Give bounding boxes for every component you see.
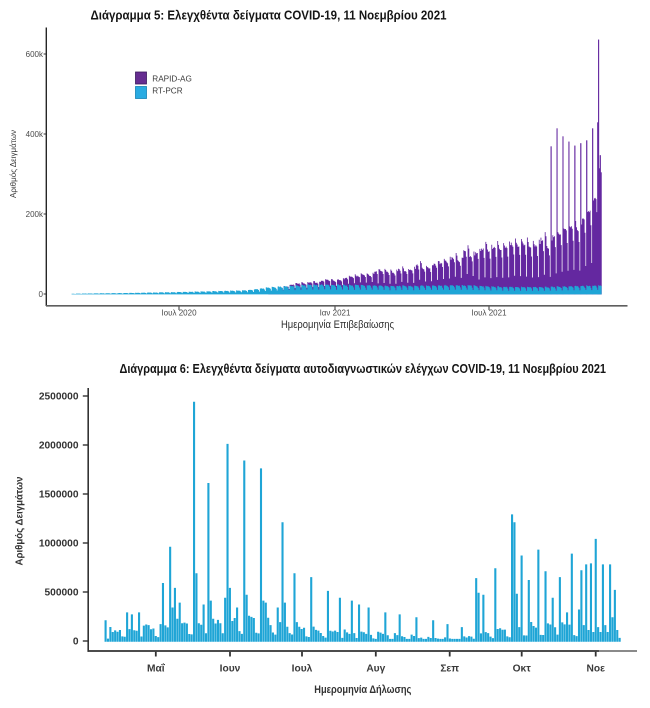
- svg-text:Διάγραμμα 6: Ελεγχθέντα δείγμα: Διάγραμμα 6: Ελεγχθέντα δείγματα αυτοδια…: [120, 361, 607, 376]
- svg-text:Ιουλ: Ιουλ: [292, 663, 313, 674]
- svg-text:Οκτ: Οκτ: [513, 663, 532, 674]
- svg-text:Ιουν: Ιουν: [220, 663, 241, 674]
- svg-text:Ιουλ 2020: Ιουλ 2020: [161, 308, 197, 317]
- svg-text:Αυγ: Αυγ: [366, 663, 385, 674]
- svg-text:Ημερομηνία Επιβεβαίωσης: Ημερομηνία Επιβεβαίωσης: [281, 319, 394, 331]
- svg-text:Μαΐ: Μαΐ: [147, 662, 166, 674]
- svg-text:Ιουλ 2021: Ιουλ 2021: [471, 308, 507, 317]
- svg-text:Ημερομηνία Δήλωσης: Ημερομηνία Δήλωσης: [314, 684, 411, 696]
- svg-text:Αριθμός Δειγμάτων: Αριθμός Δειγμάτων: [9, 130, 18, 198]
- svg-text:Σεπ: Σεπ: [440, 663, 459, 674]
- svg-text:0: 0: [73, 637, 79, 648]
- svg-text:Διάγραμμα 5: Ελεγχθέντα δείγμα: Διάγραμμα 5: Ελεγχθέντα δείγματα COVID-1…: [91, 9, 447, 23]
- svg-text:Ιαν 2021: Ιαν 2021: [320, 308, 351, 317]
- svg-text:2500000: 2500000: [39, 392, 79, 403]
- svg-text:200k: 200k: [26, 210, 44, 219]
- svg-text:Νοε: Νοε: [586, 663, 605, 674]
- svg-text:1000000: 1000000: [39, 539, 79, 550]
- svg-text:2000000: 2000000: [39, 441, 79, 452]
- svg-text:500000: 500000: [45, 588, 79, 599]
- svg-text:1500000: 1500000: [39, 490, 79, 501]
- svg-text:400k: 400k: [26, 130, 44, 139]
- svg-text:RAPID-AG: RAPID-AG: [152, 75, 192, 84]
- svg-text:600k: 600k: [26, 50, 44, 59]
- svg-text:Αριθμός Δειγμάτων: Αριθμός Δειγμάτων: [14, 476, 26, 565]
- svg-text:RT-PCR: RT-PCR: [152, 86, 182, 95]
- svg-text:0: 0: [39, 290, 44, 299]
